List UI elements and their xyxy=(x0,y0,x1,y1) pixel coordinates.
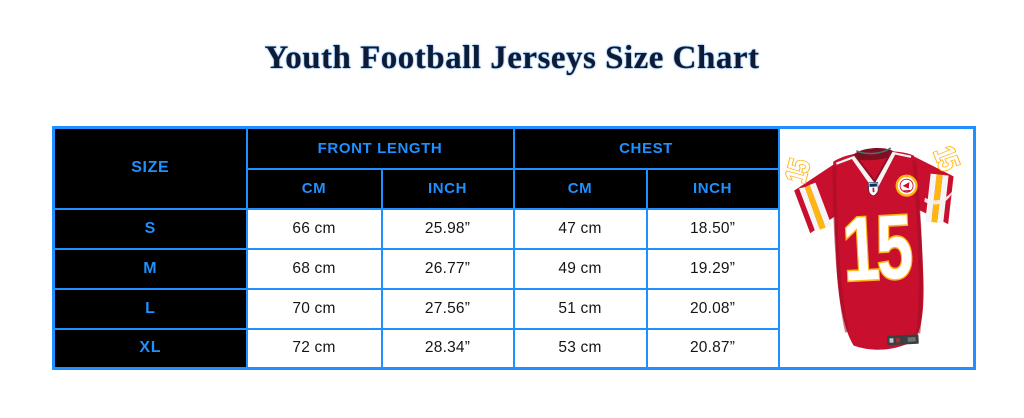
nfl-shield-icon xyxy=(867,181,878,196)
value-cell: 25.98” xyxy=(380,207,515,250)
jersey-shoulder-number-left: 15 xyxy=(780,154,818,186)
table-header-row-groups: SIZE FRONT LENGTH CHEST xyxy=(52,126,976,370)
value-cell: 66 cm xyxy=(245,207,383,250)
value-cell: 68 cm xyxy=(245,247,383,290)
table-row-xl: XL 72 cm 28.34” 53 cm 20.87” xyxy=(52,327,975,370)
svg-text:15: 15 xyxy=(780,155,817,186)
subheader-cell-front-inch: INCH xyxy=(380,167,515,210)
subheader-cell-front-cm: CM xyxy=(245,167,383,210)
table-row-l: L 70 cm 27.56” 51 cm 20.08” xyxy=(52,287,975,330)
subheader-cell-chest-inch: INCH xyxy=(645,167,780,210)
size-cell: XL xyxy=(52,327,248,370)
jersey-left-sleeve xyxy=(793,162,845,233)
size-cell: S xyxy=(52,207,248,250)
value-cell: 27.56” xyxy=(380,287,515,330)
value-cell: 28.34” xyxy=(380,327,515,370)
subheader-cell-chest-cm: CM xyxy=(512,167,648,210)
table-row-s: S 66 cm 25.98” 47 cm 18.50” xyxy=(52,207,975,250)
value-cell: 26.77” xyxy=(380,247,515,290)
jock-tag xyxy=(886,333,919,345)
value-cell: 19.29” xyxy=(645,247,780,290)
value-cell: 53 cm xyxy=(512,327,648,370)
value-cell: 47 cm xyxy=(512,207,648,250)
value-cell: 70 cm xyxy=(245,287,383,330)
table-row-m: M 68 cm 26.77” 49 cm 19.29” xyxy=(52,247,975,290)
page-title: Youth Football Jerseys Size Chart xyxy=(264,40,760,76)
jersey-cell: 15 15 xyxy=(777,126,976,370)
header-cell-size: SIZE xyxy=(52,126,248,210)
value-cell: 49 cm xyxy=(512,247,648,290)
team-patch-icon xyxy=(895,174,918,197)
value-cell: 20.08” xyxy=(645,287,780,330)
size-chart-table: SIZE FRONT LENGTH CHEST xyxy=(52,126,977,370)
size-cell: M xyxy=(52,247,248,290)
jersey-torso xyxy=(832,150,924,350)
swoosh-icon xyxy=(923,189,953,204)
svg-text:15: 15 xyxy=(840,194,913,300)
table-header-row-units: CM INCH CM INCH xyxy=(54,167,975,210)
size-cell: L xyxy=(52,287,248,330)
size-chart-container: SIZE FRONT LENGTH CHEST xyxy=(52,126,977,370)
header-cell-chest: CHEST xyxy=(512,126,780,170)
value-cell: 51 cm xyxy=(512,287,648,330)
value-cell: 18.50” xyxy=(645,207,780,250)
value-cell: 72 cm xyxy=(245,327,383,370)
jersey-image: 15 15 xyxy=(780,140,967,350)
value-cell: 20.87” xyxy=(645,327,780,370)
jersey-number: 15 xyxy=(838,193,914,301)
header-cell-front-length: FRONT LENGTH xyxy=(245,126,515,170)
